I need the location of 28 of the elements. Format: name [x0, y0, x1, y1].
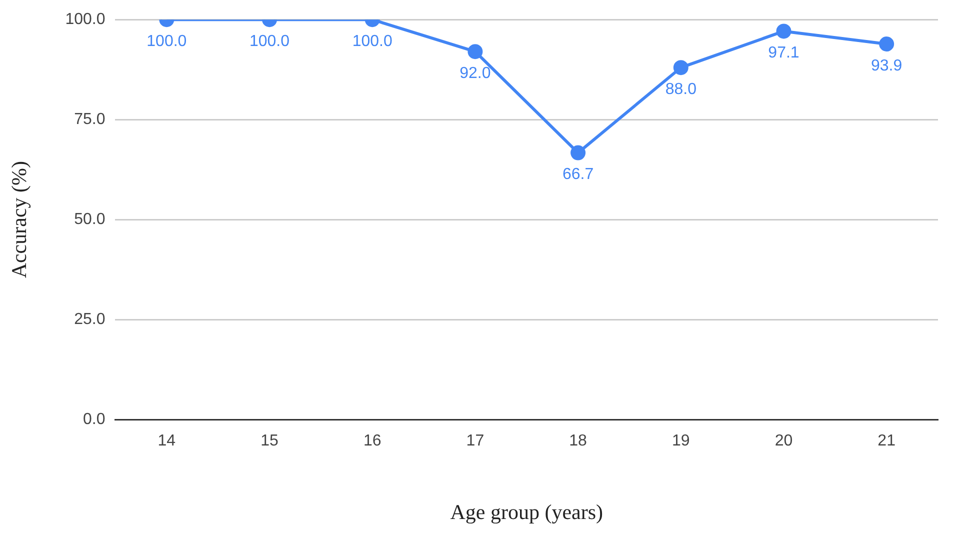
x-tick-label: 19 — [672, 432, 690, 450]
data-label: 100.0 — [146, 33, 187, 50]
data-label: 92.0 — [460, 65, 491, 82]
y-tick-label: 0.0 — [82, 411, 106, 428]
y-axis-title: Accuracy (%) — [7, 161, 32, 278]
x-axis-title: Age group (years) — [450, 500, 604, 524]
x-tick-label: 18 — [569, 432, 588, 450]
data-label: 100.0 — [249, 33, 290, 50]
x-tick-label: 21 — [878, 432, 896, 450]
data-label: 93.9 — [871, 57, 902, 74]
point — [673, 60, 688, 76]
data-label: 100.0 — [352, 33, 392, 50]
x-tick-label: 16 — [363, 432, 382, 450]
point — [879, 36, 894, 52]
point — [468, 44, 483, 60]
y-tick-label: 50.0 — [74, 211, 106, 228]
y-tick-label: 100.0 — [65, 11, 106, 28]
y-tick-label: 25.0 — [74, 311, 106, 328]
point — [570, 145, 586, 160]
data-label: 97.1 — [768, 44, 800, 62]
x-tick-label: 17 — [466, 432, 484, 450]
y-tick-label: 75.0 — [74, 111, 106, 128]
data-label: 88.0 — [665, 81, 697, 98]
x-tick-label: 20 — [774, 432, 793, 450]
data-label: 66.7 — [562, 166, 594, 184]
point — [776, 24, 792, 39]
x-tick-label: 15 — [260, 432, 279, 450]
x-tick-label: 14 — [158, 432, 176, 450]
